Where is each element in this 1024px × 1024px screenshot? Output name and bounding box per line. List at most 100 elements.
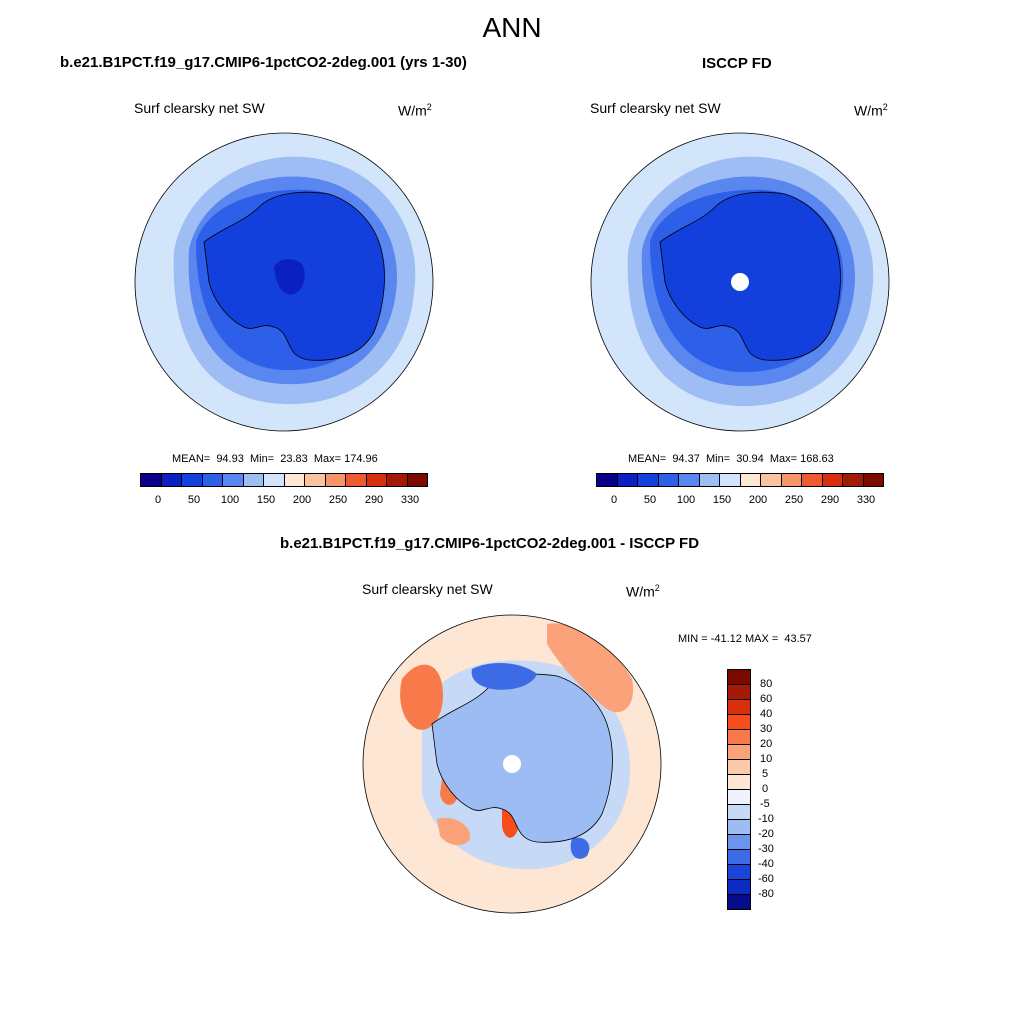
diff-colorbar-seg: [728, 790, 750, 805]
panel1-colorbar-labels: 0 50 100 150 200 250 290 330: [140, 494, 428, 508]
colorbar-tick-label: 150: [256, 494, 276, 506]
panel2-colorbar-seg: [597, 474, 618, 486]
panel1-title: b.e21.B1PCT.f19_g17.CMIP6-1pctCO2-2deg.0…: [60, 54, 467, 71]
panel1-colorbar-seg: [223, 474, 244, 486]
panel1-colorbar-seg: [346, 474, 367, 486]
panel2-colorbar-seg: [720, 474, 741, 486]
colorbar-tick-label: -80: [758, 888, 774, 900]
diff-warm-anomaly-2: [547, 623, 634, 713]
panel1-units-label: W/m2: [398, 102, 432, 119]
colorbar-tick-label: -60: [758, 873, 774, 885]
diff-colorbar-seg: [728, 895, 750, 909]
colorbar-tick-label: 5: [762, 768, 769, 780]
panel1-colorbar-seg: [202, 474, 223, 486]
panel2-pole-gap: [731, 273, 749, 291]
panel1-colorbar-seg: [243, 474, 264, 486]
panel1-colorbar: [140, 473, 428, 487]
panel1-colorbar-seg: [366, 474, 387, 486]
colorbar-tick-label: 200: [748, 494, 768, 506]
panel2-polar-map: [590, 132, 890, 432]
panel2-colorbar: [596, 473, 884, 487]
panel2-colorbar-seg: [699, 474, 720, 486]
panel1-colorbar-seg: [284, 474, 305, 486]
colorbar-tick-label: 330: [400, 494, 420, 506]
colorbar-tick-label: 0: [154, 494, 162, 506]
colorbar-tick-label: 20: [760, 738, 773, 750]
diff-cool-anomaly-2: [570, 837, 590, 859]
diff-colorbar-seg: [728, 880, 750, 895]
colorbar-tick-label: 250: [328, 494, 348, 506]
diff-cool-anomaly-1: [471, 662, 537, 690]
diff-colorbar-seg: [728, 685, 750, 700]
colorbar-tick-label: -20: [758, 828, 774, 840]
panel2-colorbar-seg: [822, 474, 843, 486]
panel1-polar-map: [134, 132, 434, 432]
diff-pole-gap: [503, 755, 521, 773]
colorbar-tick-label: 0: [610, 494, 618, 506]
panel2-colorbar-seg: [679, 474, 700, 486]
panel2-stats: MEAN= 94.37 Min= 30.94 Max= 168.63: [628, 453, 834, 465]
diff-warm-anomaly-5: [437, 817, 471, 846]
panel1-colorbar-seg: [325, 474, 346, 486]
diff-panel-title: b.e21.B1PCT.f19_g17.CMIP6-1pctCO2-2deg.0…: [280, 535, 700, 552]
panel1-colorbar-seg: [387, 474, 408, 486]
colorbar-tick-label: -30: [758, 843, 774, 855]
colorbar-tick-label: 150: [712, 494, 732, 506]
panel2-variable-label: Surf clearsky net SW: [590, 100, 721, 116]
panel2-colorbar-seg: [781, 474, 802, 486]
panel2-colorbar-labels: 0 50 100 150 200 250 290 330: [596, 494, 884, 508]
diff-stats: MIN = -41.12 MAX = 43.57: [678, 633, 812, 645]
panel1-colorbar-seg: [141, 474, 162, 486]
diff-colorbar-seg: [728, 745, 750, 760]
diff-colorbar-seg: [728, 805, 750, 820]
panel1-colorbar-seg: [305, 474, 326, 486]
panel1-colorbar-seg: [161, 474, 182, 486]
diff-colorbar-seg: [728, 775, 750, 790]
colorbar-tick-label: 60: [760, 693, 773, 705]
colorbar-tick-label: -10: [758, 813, 774, 825]
panel2-colorbar-seg: [843, 474, 864, 486]
panel2-colorbar-seg: [761, 474, 782, 486]
panel2-colorbar-seg: [863, 474, 883, 486]
panel1-variable-label: Surf clearsky net SW: [134, 100, 265, 116]
panel1-plateau-fill: [274, 259, 305, 295]
diff-warm-anomaly-1: [400, 664, 443, 730]
panel2-colorbar-seg: [802, 474, 823, 486]
panel2-continent-fill: [659, 191, 841, 361]
diff-polar-map: [362, 614, 662, 914]
colorbar-tick-label: 30: [760, 723, 773, 735]
diff-variable-label: Surf clearsky net SW: [362, 581, 493, 597]
panel2-colorbar-seg: [638, 474, 659, 486]
colorbar-tick-label: 250: [784, 494, 804, 506]
colorbar-tick-label: 290: [364, 494, 384, 506]
colorbar-tick-label: 80: [760, 678, 773, 690]
panel2-units-label: W/m2: [854, 102, 888, 119]
colorbar-tick-label: -5: [760, 798, 770, 810]
colorbar-tick-label: 100: [220, 494, 240, 506]
diff-colorbar-seg: [728, 670, 750, 685]
diff-colorbar-seg: [728, 850, 750, 865]
diff-colorbar-seg: [728, 760, 750, 775]
diff-colorbar-seg: [728, 820, 750, 835]
diff-colorbar: [727, 669, 751, 910]
panel1-colorbar-seg: [182, 474, 203, 486]
panel1-colorbar-seg: [407, 474, 427, 486]
diff-colorbar-labels: 80 60 40 30 20 10 5 0 -5 -10 -20 -30 -40…: [758, 669, 800, 910]
figure-title: ANN: [482, 12, 542, 43]
colorbar-tick-label: 50: [643, 494, 657, 506]
panel2-colorbar-seg: [658, 474, 679, 486]
colorbar-tick-label: 290: [820, 494, 840, 506]
colorbar-tick-label: 100: [676, 494, 696, 506]
colorbar-tick-label: 50: [187, 494, 201, 506]
diff-colorbar-seg: [728, 715, 750, 730]
diff-colorbar-seg: [728, 865, 750, 880]
colorbar-tick-label: 330: [856, 494, 876, 506]
diff-units-label: W/m2: [626, 583, 660, 600]
panel2-colorbar-seg: [617, 474, 638, 486]
panel1-stats: MEAN= 94.93 Min= 23.83 Max= 174.96: [172, 453, 378, 465]
diff-colorbar-seg: [728, 730, 750, 745]
colorbar-tick-label: 0: [762, 783, 769, 795]
colorbar-tick-label: 200: [292, 494, 312, 506]
colorbar-tick-label: 40: [760, 708, 773, 720]
panel1-colorbar-seg: [264, 474, 285, 486]
